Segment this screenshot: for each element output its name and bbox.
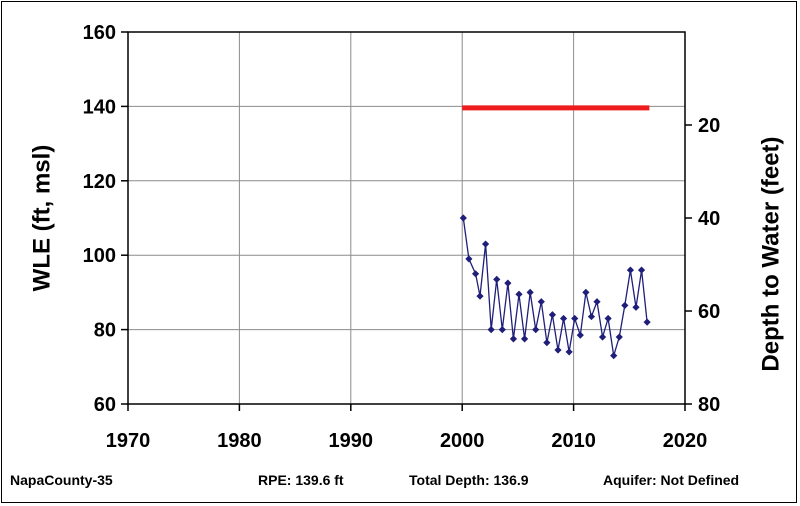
y-tick-label: 80 (94, 320, 116, 342)
data-point (610, 352, 618, 360)
data-point (465, 255, 473, 263)
y-axis-label: WLE (ft, msl) (28, 145, 55, 292)
aquifer-label: Aquifer: Not Defined (603, 472, 740, 488)
y-tick-label: 60 (94, 394, 116, 416)
y-tick-label: 160 (83, 22, 116, 44)
data-point (515, 290, 523, 298)
data-point (498, 326, 506, 334)
data-point (487, 326, 495, 334)
data-point (598, 333, 607, 341)
data-point (626, 266, 635, 274)
data-point (571, 314, 579, 323)
data-point (537, 298, 545, 306)
y-tick-label: 140 (83, 96, 116, 118)
data-point (520, 335, 529, 343)
data-point (504, 279, 512, 287)
x-tick-label: 1980 (217, 430, 262, 452)
series-line (462, 217, 648, 356)
data-point (471, 270, 480, 278)
total-depth-label: Total Depth: 136.9 (409, 472, 529, 488)
data-point (582, 288, 590, 296)
data-point (565, 348, 573, 356)
data-point (476, 292, 484, 300)
y-tick-label: 100 (83, 245, 116, 267)
well-id: NapaCounty-35 (10, 472, 113, 488)
data-point (459, 214, 467, 222)
data-point (543, 339, 551, 347)
rpe-label: RPE: 139.6 ft (258, 472, 344, 488)
data-point (593, 298, 601, 306)
y2-axis-label: Depth to Water (feet) (757, 136, 784, 371)
plot-area (127, 31, 686, 405)
data-point (621, 301, 629, 310)
data-point (587, 312, 596, 321)
data-point (632, 303, 640, 311)
data-point (481, 240, 490, 248)
data-point (532, 326, 540, 334)
x-tick-label: 2000 (440, 430, 485, 452)
x-tick-label: 1990 (329, 430, 374, 452)
data-point (554, 346, 562, 354)
data-point (643, 318, 651, 326)
x-tick-label: 1970 (106, 430, 151, 452)
data-point (526, 288, 534, 296)
x-tick-label: 2010 (551, 430, 596, 452)
y2-tick-label: 60 (698, 301, 720, 323)
data-point (576, 331, 584, 339)
data-point (493, 275, 501, 283)
data-point (604, 314, 612, 323)
gridlines (128, 32, 685, 404)
x-tick-label: 2020 (663, 430, 708, 452)
data-point (637, 266, 646, 274)
data-point (559, 314, 568, 323)
data-point (548, 311, 557, 319)
data-point (615, 333, 623, 341)
y2-tick-label: 80 (698, 394, 720, 416)
y2-tick-label: 40 (698, 208, 720, 230)
data-point (509, 335, 518, 343)
y-tick-label: 120 (83, 171, 116, 193)
y2-tick-label: 20 (698, 115, 720, 137)
